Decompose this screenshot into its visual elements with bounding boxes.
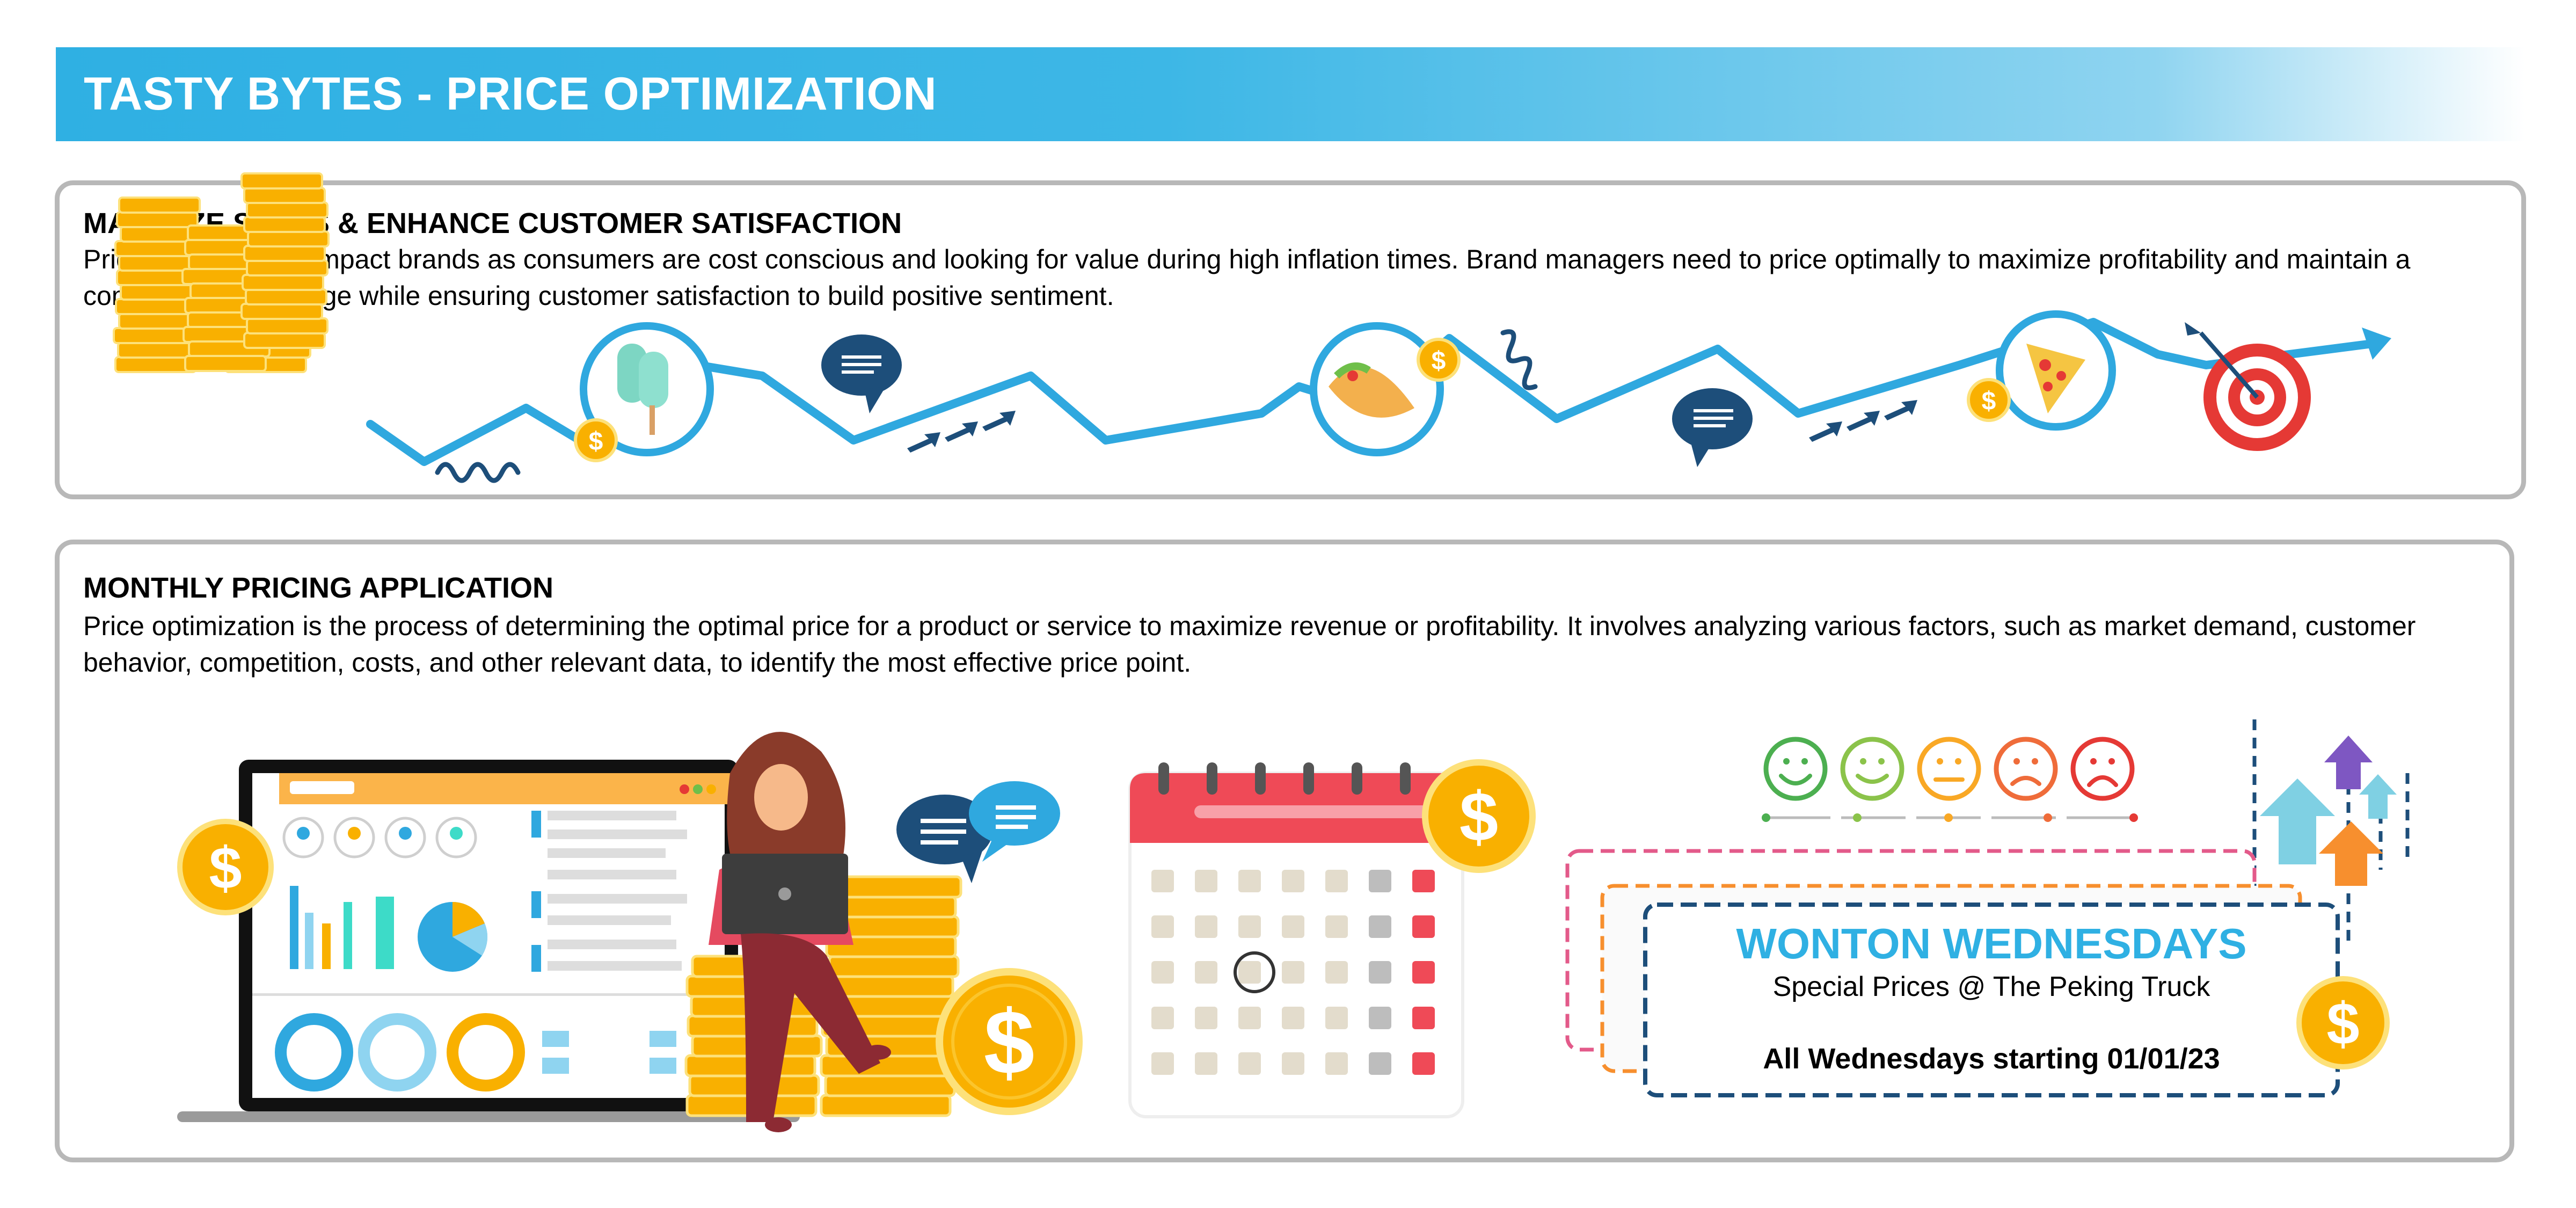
chat-bubble-icon [896,795,993,883]
squiggle-icon [1500,329,1538,390]
popsicle-icon [580,322,714,456]
svg-text:$: $ [2326,991,2359,1057]
satisfaction-rating-icons [1763,737,2135,801]
dollar-coin-icon: $ [1422,759,1536,873]
promo-schedule: All Wednesdays starting 01/01/23 [1763,1043,2220,1075]
section-description: Price optimization is the process of det… [83,611,2416,678]
dollar-coin-icon: $ [177,819,274,915]
rating-slider [1762,813,2138,822]
svg-text:$: $ [1432,347,1446,375]
face-eyes [1783,758,2115,765]
dollar-coin-icon: $ [1417,338,1461,382]
svg-text:$: $ [589,427,603,456]
svg-text:$: $ [1460,777,1498,856]
coin-stack-illustration [113,172,330,373]
promo-title: WONTON WEDNESDAYS [1736,920,2246,967]
pizza-icon [1996,310,2116,431]
laptop-dashboard-illustration [177,760,800,1122]
taco-icon [1310,322,1444,456]
header-banner: TASTY BYTES - PRICE OPTIMIZATION [56,47,2525,141]
svg-text:$: $ [984,992,1035,1094]
dollar-coin-icon: $ [1967,378,2011,422]
promo-subtitle: Special Prices @ The Peking Truck [1773,971,2211,1002]
dollar-coin-icon: $ [574,418,618,462]
dollar-coin-icon: $ [2296,976,2390,1069]
promo-card-stack [1565,849,2340,1097]
dollar-coin-icon: $ [936,968,1083,1115]
chat-bubble-icon [821,334,902,413]
section-heading: MONTHLY PRICING APPLICATION [83,572,554,604]
face-expressions [1779,774,2118,787]
page-title: TASTY BYTES - PRICE OPTIMIZATION [84,68,937,120]
svg-text:$: $ [1982,387,1996,416]
woman-with-laptop-illustration [709,732,891,1132]
arrow-head-icon [2362,328,2391,360]
squiggle-icon [435,462,521,483]
chat-bubble-icon [969,781,1060,862]
arrows-icon [907,411,1016,453]
arrows-icon [1809,400,1917,442]
target-icon [2185,322,2311,451]
calendar-icon [1128,762,1464,1118]
svg-text:$: $ [209,835,242,901]
chat-bubble-icon [1672,388,1753,467]
